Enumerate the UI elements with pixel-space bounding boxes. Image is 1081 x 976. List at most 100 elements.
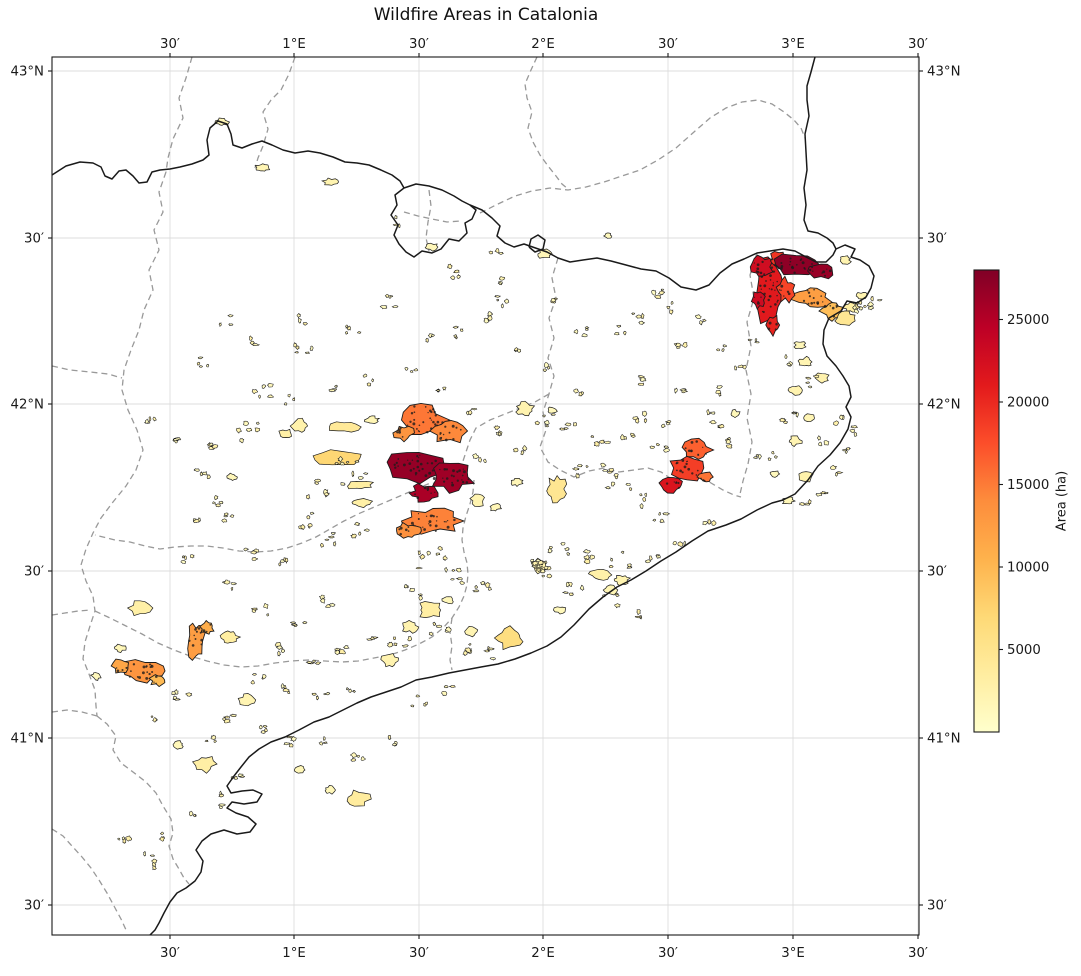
fire-speck (876, 299, 883, 302)
fire-speck (403, 584, 409, 589)
fire-patch (402, 619, 420, 634)
fire-patch-texture (431, 514, 434, 517)
fire-speck (638, 320, 646, 325)
fire-speck (585, 465, 589, 468)
fire-speck (307, 523, 313, 528)
fire-speck (771, 450, 775, 455)
fire-patch-texture (439, 437, 442, 440)
fire-speck (642, 496, 647, 502)
fire-patch-texture (442, 477, 444, 479)
fire-speck (415, 567, 423, 570)
fire-speck (710, 520, 717, 526)
fire-speck (613, 473, 619, 477)
fire-patch-texture (829, 305, 832, 307)
fire-speck (478, 457, 483, 463)
fire-speck (350, 758, 357, 762)
fire-patch-texture (418, 469, 421, 472)
fire-speck (224, 719, 231, 724)
fire-speck (229, 514, 235, 518)
fire-patch (537, 248, 553, 259)
fire-speck (658, 511, 661, 516)
fire-speck (498, 252, 504, 255)
fire-patch-texture (768, 321, 772, 325)
solid-boundary (149, 244, 875, 935)
dashed-boundary (425, 189, 432, 252)
fire-patch (380, 653, 399, 668)
fire-speck (623, 330, 627, 336)
fire-speck (262, 674, 267, 680)
x-tick-label-bottom: 30′ (409, 946, 429, 961)
fire-speck (230, 587, 234, 591)
fire-patch-texture (407, 526, 410, 528)
fire-speck (352, 689, 356, 694)
fire-patch-texture (431, 408, 435, 411)
fire-speck (357, 331, 362, 334)
fire-patch-texture (690, 450, 693, 453)
fire-speck (297, 318, 302, 324)
fire-patch-texture (687, 449, 691, 453)
fire-speck (329, 602, 336, 607)
fire-speck (709, 420, 717, 425)
fire-speck (615, 324, 622, 328)
y-tick-label-right: 30′ (927, 232, 947, 247)
fire-patch-texture (434, 423, 437, 426)
fire-speck (217, 803, 226, 807)
fire-speck (184, 555, 187, 560)
fire-speck (358, 531, 362, 536)
fire-speck (448, 684, 456, 688)
fire-patch-texture (136, 675, 139, 678)
fire-speck (494, 248, 500, 254)
fire-speck (753, 456, 759, 460)
fire-speck (409, 370, 414, 373)
colorbar-tick-label: 5000 (1007, 643, 1041, 658)
fire-patch-texture (434, 414, 437, 417)
fire-patch-texture (465, 481, 469, 484)
fire-patch-texture (141, 671, 145, 675)
fire-speck (324, 538, 330, 541)
fire-speck (394, 214, 398, 220)
fire-speck (601, 469, 609, 472)
fire-speck (337, 456, 344, 463)
fire-patch-texture (423, 486, 427, 490)
fire-patch-texture (427, 486, 430, 489)
fire-speck (149, 854, 155, 857)
fire-patch-texture (413, 405, 416, 408)
fire-speck (725, 444, 733, 449)
fire-patch-texture (410, 411, 414, 415)
dashed-boundary (52, 709, 98, 717)
fire-speck (470, 408, 478, 411)
fire-speck (656, 443, 660, 447)
fire-patch-texture (683, 465, 687, 469)
fire-speck (306, 494, 311, 500)
fire-speck (815, 493, 823, 497)
fire-speck (813, 375, 820, 379)
fire-patch-texture (200, 643, 203, 646)
fire-patch-texture (799, 259, 802, 261)
fire-patch (469, 493, 485, 507)
fire-speck (264, 727, 268, 733)
fire-speck (280, 683, 285, 690)
fire-speck (604, 486, 611, 490)
fire-patch-texture (202, 629, 206, 633)
fire-speck (393, 636, 396, 641)
fire-speck (291, 623, 298, 626)
fire-speck (553, 297, 558, 301)
fire-speck (651, 289, 657, 296)
fire-patch-texture (769, 305, 772, 308)
fire-speck (452, 325, 460, 329)
fire-speck (210, 444, 219, 449)
fire-speck (682, 342, 688, 348)
fire-patch-texture (128, 675, 131, 678)
fire-patch-texture (685, 462, 688, 466)
fire-speck (584, 326, 590, 329)
fire-patch-texture (429, 524, 432, 527)
fire-patch-texture (451, 481, 453, 484)
fire-patch-texture (430, 462, 434, 465)
fire-speck (625, 483, 631, 486)
fire-speck (672, 541, 677, 546)
fire-speck (774, 455, 778, 459)
fire-speck (575, 472, 580, 479)
fire-patch-texture (789, 264, 791, 266)
fire-speck (637, 375, 645, 379)
